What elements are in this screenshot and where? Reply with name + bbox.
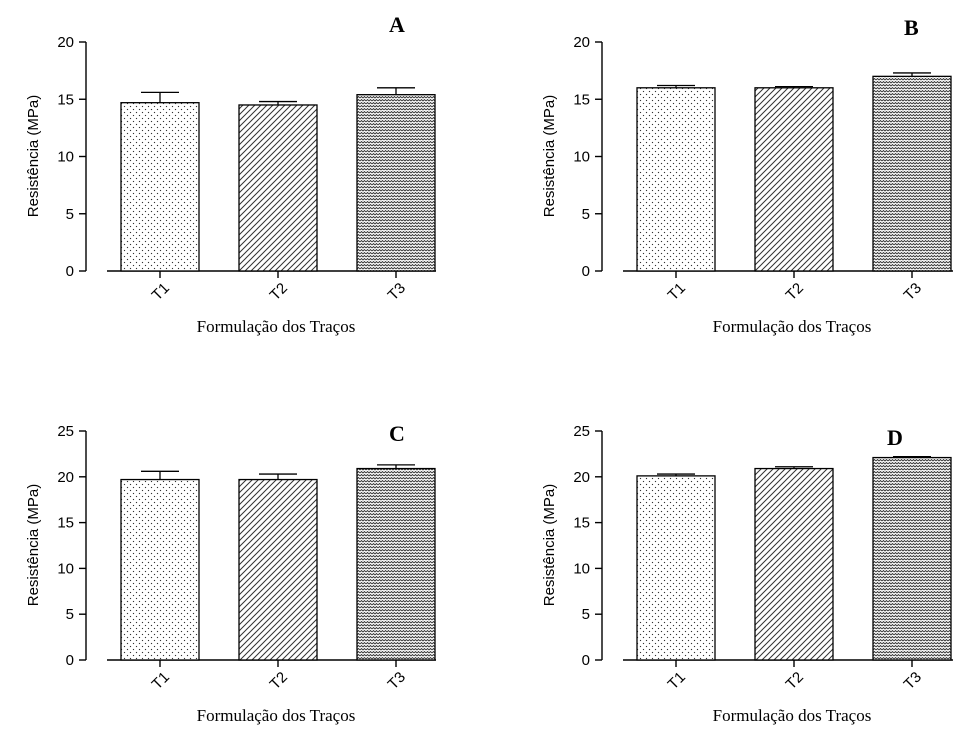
bar-t3 (356, 467, 436, 661)
bar-t3 (356, 94, 436, 272)
panel-b: B Resistência (MPa) Formulação dos Traço… (541, 15, 953, 336)
error-bar-t2 (775, 466, 813, 469)
y-tick-label: 20 (573, 34, 590, 51)
bar-t1 (120, 478, 200, 661)
y-tick-label: 15 (573, 515, 590, 532)
bar-t1 (636, 475, 716, 661)
x-tick-label-t1: T1 (149, 669, 173, 693)
y-tick-label: 10 (573, 149, 590, 166)
y-tick-label: 15 (57, 515, 74, 532)
xlabel-b: Formulação dos Traços (713, 317, 872, 336)
xlabel-c: Formulação dos Traços (197, 706, 356, 725)
error-bar-t1 (657, 473, 695, 476)
y-tick-label: 5 (66, 206, 74, 223)
bar-t2 (754, 467, 834, 661)
y-tick-label: 5 (66, 606, 74, 623)
plot-b: 0 5 10 15 20 T1 T2 T3 (573, 34, 953, 304)
error-bar-t1 (657, 84, 695, 88)
plot-c: 0 5 10 15 20 25 T1 T2 T3 (57, 423, 436, 693)
y-tick-label: 0 (66, 263, 74, 280)
plot-a: 0 5 10 15 20 T1 T2 T3 (57, 34, 436, 304)
y-tick-label: 0 (66, 652, 74, 669)
error-bar-t3 (377, 464, 415, 469)
error-bar-t2 (775, 86, 813, 88)
ylabel-c: Resistência (MPa) (25, 484, 42, 607)
ylabel-a: Resistência (MPa) (25, 95, 42, 218)
x-tick-label-t3: T3 (901, 280, 925, 304)
bar-t1 (636, 87, 716, 272)
y-tick-label: 15 (57, 91, 74, 108)
error-bar-t2 (259, 100, 297, 105)
x-tick-label-t3: T3 (385, 669, 409, 693)
plot-d: 0 5 10 15 20 25 T1 T2 T3 (573, 423, 953, 693)
xlabel-a: Formulação dos Traços (197, 317, 356, 336)
error-bar-t3 (893, 72, 931, 77)
y-tick-label: 10 (57, 560, 74, 577)
panel-d: D Resistência (MPa) Formulação dos Traço… (541, 423, 953, 725)
bar-t1 (120, 102, 200, 272)
y-tick-label: 10 (57, 149, 74, 166)
x-tick-label-t2: T2 (267, 669, 291, 693)
panel-c: C Resistência (MPa) Formulação dos Traço… (25, 421, 436, 725)
y-tick-label: 10 (573, 560, 590, 577)
bar-t3 (872, 75, 952, 272)
y-tick-label: 15 (573, 91, 590, 108)
error-bar-t1 (141, 470, 179, 480)
panel-letter-d: D (887, 425, 903, 450)
panel-letter-b: B (904, 15, 919, 40)
panel-letter-a: A (389, 12, 405, 37)
bar-t2 (754, 87, 834, 272)
y-tick-label: 5 (582, 606, 590, 623)
bar-t3 (872, 456, 952, 661)
y-tick-label: 0 (582, 652, 590, 669)
y-tick-label: 5 (582, 206, 590, 223)
x-tick-label-t2: T2 (267, 280, 291, 304)
panel-letter-c: C (389, 421, 405, 446)
y-tick-label: 20 (57, 34, 74, 51)
xlabel-d: Formulação dos Traços (713, 706, 872, 725)
x-tick-label-t1: T1 (665, 669, 689, 693)
error-bar-t3 (377, 87, 415, 95)
x-tick-label-t3: T3 (385, 280, 409, 304)
error-bar-t3 (893, 455, 931, 458)
x-tick-label-t1: T1 (665, 280, 689, 304)
x-tick-label-t3: T3 (901, 669, 925, 693)
y-tick-label: 20 (57, 469, 74, 486)
x-tick-label-t2: T2 (783, 280, 807, 304)
y-tick-label: 25 (57, 423, 74, 440)
bar-t2 (238, 478, 318, 661)
ylabel-b: Resistência (MPa) (541, 95, 558, 218)
error-bar-t2 (259, 473, 297, 480)
y-tick-label: 25 (573, 423, 590, 440)
bar-t2 (238, 104, 318, 272)
y-tick-label: 0 (582, 263, 590, 280)
x-tick-label-t2: T2 (783, 669, 807, 693)
y-tick-label: 20 (573, 469, 590, 486)
error-bar-t1 (141, 91, 179, 103)
panel-a: A Resistência (MPa) Formulação dos Traço… (25, 12, 436, 336)
x-tick-label-t1: T1 (149, 280, 173, 304)
ylabel-d: Resistência (MPa) (541, 484, 558, 607)
